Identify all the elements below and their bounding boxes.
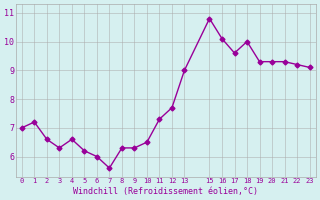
X-axis label: Windchill (Refroidissement éolien,°C): Windchill (Refroidissement éolien,°C) — [73, 187, 258, 196]
